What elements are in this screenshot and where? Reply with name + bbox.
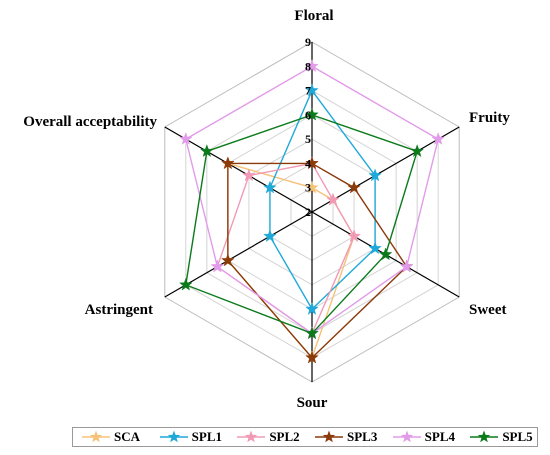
legend-marker-spl1: [159, 430, 188, 443]
point-spl2-1: [326, 192, 340, 206]
legend-label-sca: SCA: [114, 429, 141, 444]
radar-series: [179, 59, 445, 364]
legend-marker-spl5: [470, 430, 499, 443]
legend-marker-sca: [82, 430, 110, 443]
point-spl4-5: [179, 132, 193, 145]
tick-label-5: 5: [305, 132, 311, 146]
legend-label-spl3: SPL3: [347, 429, 378, 444]
legend-item-spl5: SPL5: [469, 428, 533, 446]
axis-spoke-5: [164, 126, 313, 213]
axis-label-sour: Sour: [297, 395, 328, 411]
point-spl1-5: [263, 180, 277, 194]
point-spl4-0: [305, 59, 319, 73]
series-spl5: [179, 107, 424, 340]
tick-label-7: 7: [305, 84, 311, 98]
tick-label-4: 4: [305, 156, 311, 170]
point-spl3-0: [305, 156, 319, 170]
chart-legend: SCA SPL1 SPL2 SPL3 SPL4 SPL5: [72, 427, 538, 447]
point-spl4-2: [399, 259, 414, 273]
axis-label-sweet: Sweet: [469, 302, 507, 318]
point-spl3-3: [305, 350, 319, 364]
axis-label-fruity: Fruity: [469, 110, 510, 126]
legend-marker-spl4: [392, 430, 421, 443]
legend-label-spl2: SPL2: [269, 429, 300, 444]
legend-label-spl5: SPL5: [502, 429, 533, 444]
legend-item-sca: SCA: [81, 428, 140, 446]
radar-tick-labels: 2 3 4 5 6 7 8 9: [305, 35, 311, 219]
axis-label-overall-acceptability: Overall acceptability: [23, 114, 157, 130]
legend-label-spl1: SPL1: [191, 429, 222, 444]
point-spl4-1: [431, 132, 445, 145]
point-spl4-4: [210, 259, 225, 273]
point-spl5-2: [378, 247, 393, 261]
series-line-spl5: [185, 114, 419, 335]
point-spl1-3: [305, 302, 319, 315]
point-spl5-3: [305, 326, 319, 340]
legend-marker-spl2: [237, 430, 266, 443]
legend-marker-spl3: [315, 430, 343, 443]
point-spl5-4: [179, 277, 193, 291]
series-spl1: [263, 83, 382, 315]
point-spl1-0: [305, 83, 319, 97]
point-spl1-4: [263, 229, 277, 243]
tick-label-3: 3: [305, 181, 311, 195]
radar-chart: 2 3 4 5 6 7 8 9 Floral Fruity Sweet Sour Astrin…: [23, 8, 510, 411]
series-line-sca: [227, 162, 355, 360]
point-spl3-4: [221, 253, 235, 267]
tick-label-8: 8: [305, 59, 311, 73]
legend-item-spl1: SPL1: [159, 428, 222, 446]
legend-item-spl3: SPL3: [314, 428, 377, 446]
axis-label-floral: Floral: [294, 8, 333, 24]
point-spl2-5: [242, 168, 256, 182]
point-spl5-1: [410, 144, 424, 158]
legend-label-spl4: SPL4: [424, 429, 455, 444]
point-spl1-2: [368, 241, 382, 255]
point-spl5-0: [305, 107, 319, 121]
point-spl3-5: [221, 156, 235, 170]
tick-label-6: 6: [305, 108, 311, 122]
point-sca-0: [305, 180, 319, 194]
series-spl2: [210, 156, 361, 340]
point-spl2-2: [347, 229, 361, 243]
legend-item-spl2: SPL2: [236, 428, 300, 446]
point-spl1-1: [368, 168, 382, 182]
tick-label-2: 2: [305, 205, 311, 219]
legend-item-spl4: SPL4: [392, 428, 455, 446]
tick-label-9: 9: [305, 35, 311, 49]
axis-label-astringent: Astringent: [85, 302, 153, 318]
point-spl3-1: [347, 180, 361, 194]
point-spl5-5: [200, 144, 214, 158]
